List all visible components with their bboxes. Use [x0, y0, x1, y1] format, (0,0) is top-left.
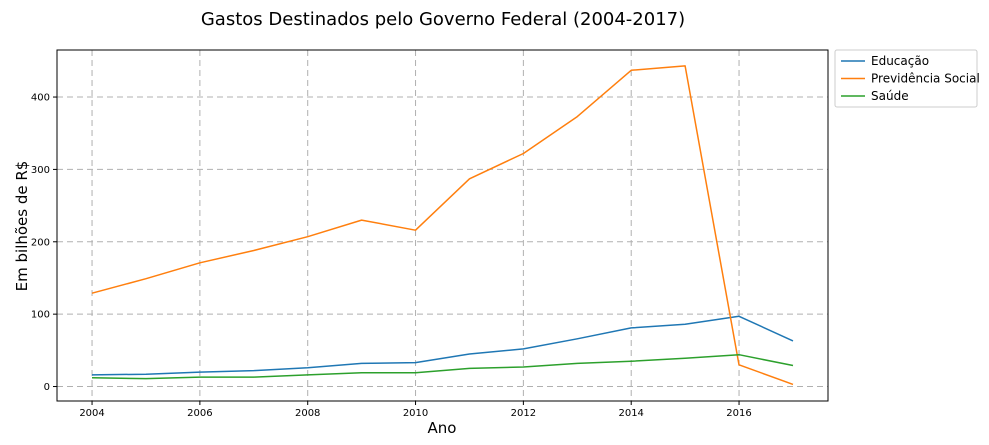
series-line-1	[91, 65, 794, 386]
x-tick-label: 2010	[403, 408, 428, 419]
x-tick-label: 2004	[79, 408, 104, 419]
legend-label: Previdência Social	[871, 72, 980, 86]
y-axis-label: Em bilhões de R$	[13, 161, 31, 292]
plot-area	[56, 49, 829, 402]
legend-label: Saúde	[871, 89, 909, 103]
series-line-2	[91, 353, 794, 380]
x-axis-label: Ano	[428, 419, 457, 437]
y-axis-ticks: 0 100 200 300 400	[31, 93, 57, 393]
legend-label: Educação	[871, 54, 929, 68]
x-tick-label: 2012	[511, 408, 536, 419]
legend: Educação Previdência Social Saúde	[834, 49, 980, 108]
y-tick-label: 300	[31, 165, 50, 176]
legend-box	[834, 49, 978, 108]
x-tick-label: 2016	[726, 408, 751, 419]
y-tick-label: 200	[31, 237, 50, 248]
y-tick-label: 400	[31, 93, 50, 104]
x-tick-label: 2006	[187, 408, 212, 419]
series-lines	[91, 65, 794, 386]
y-tick-label: 100	[31, 310, 50, 321]
y-tick-label: 0	[44, 382, 50, 393]
grid	[57, 50, 828, 401]
x-tick-label: 2008	[295, 408, 320, 419]
chart-title: Gastos Destinados pelo Governo Federal (…	[201, 9, 685, 30]
series-line-0	[91, 315, 794, 376]
x-tick-label: 2014	[618, 408, 643, 419]
x-axis-ticks: 2004 2006 2008 2010 2012 2014 2016	[79, 401, 752, 419]
